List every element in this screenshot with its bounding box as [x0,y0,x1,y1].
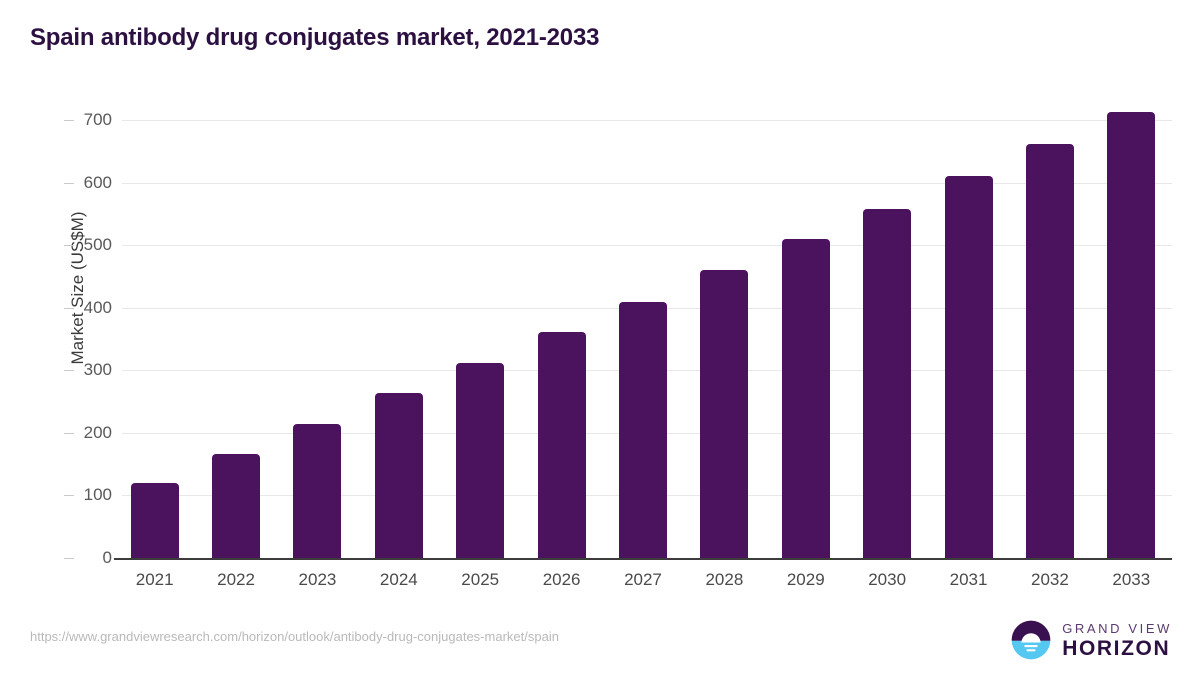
x-axis-tick-label: 2021 [135,570,174,589]
y-axis-tick-label: 0 [102,548,112,567]
x-axis-tick-label: 2027 [624,570,662,589]
y-axis-tick-mark [64,558,74,559]
bar[interactable] [944,176,993,558]
x-axis-tick-label: 2024 [379,570,418,589]
bar[interactable] [1025,144,1074,558]
y-axis-tick-mark [64,370,74,372]
bar[interactable] [863,208,912,558]
y-axis-tick-label: 300 [83,360,112,380]
y-axis-tick-mark [64,120,74,121]
y-axis-tick-mark [64,182,74,184]
y-axis-tick-mark [64,432,74,434]
bar[interactable] [130,482,179,558]
bar[interactable] [619,302,667,558]
y-axis-tick-label: 100 [83,485,112,505]
bar[interactable] [781,238,830,558]
y-axis-tick-label: 200 [83,422,112,442]
x-axis-tick-label: 2029 [786,570,825,589]
horizon-logo-icon [1011,620,1051,660]
x-axis-tick-label: 2023 [298,570,337,589]
y-axis-tick-mark [64,495,74,497]
x-axis-tick-label: 2030 [868,570,907,589]
x-axis-tick-label: 2028 [705,570,744,589]
x-axis-tick-label: 2031 [949,570,988,589]
x-axis-tick-label: 2025 [461,570,500,589]
gridline [122,182,1172,184]
bar[interactable] [293,424,342,558]
x-axis-line [114,558,1172,560]
y-axis-tick-label: 700 [83,110,112,129]
brand-logo-line1: GRAND VIEW [1062,620,1172,636]
bar[interactable] [212,454,261,558]
brand-logo-text: GRAND VIEW HORIZON [1062,622,1172,659]
y-axis-tick-label: 600 [83,172,112,192]
y-axis-tick-label: 500 [83,235,112,255]
bar[interactable] [374,393,423,558]
gridline [122,120,1172,121]
bar[interactable] [537,332,586,558]
gridline [122,245,1172,247]
bar[interactable] [700,270,749,558]
bar[interactable] [456,362,505,558]
y-axis-tick-mark [64,307,74,309]
bar[interactable] [1107,112,1156,558]
y-axis-tick-mark [64,245,74,247]
brand-logo-line2: HORIZON [1062,636,1171,660]
y-axis-tick-label: 400 [83,297,112,317]
x-axis-tick-label: 2033 [1112,570,1151,589]
brand-logo: GRAND VIEW HORIZON [1010,617,1172,663]
page-title: Spain antibody drug conjugates market, 2… [30,24,600,51]
x-axis-tick-label: 2032 [1030,570,1069,589]
x-axis-tick-label: 2022 [217,570,255,589]
x-axis-tick-label: 2026 [542,570,581,589]
source-url[interactable]: https://www.grandviewresearch.com/horizo… [30,629,559,644]
